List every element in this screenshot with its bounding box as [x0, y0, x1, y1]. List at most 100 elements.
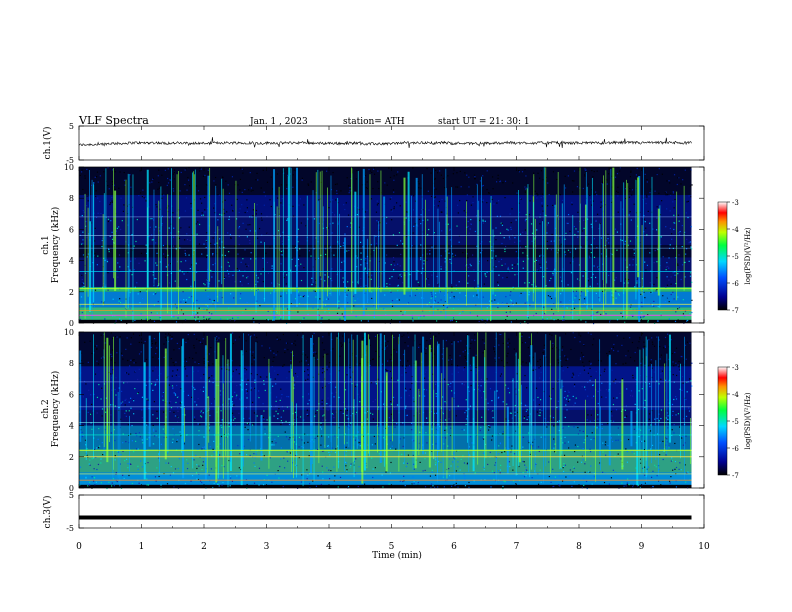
ch1-spectrogram-speckle [440, 174, 442, 176]
ch1-spectrogram-speckle [569, 262, 572, 264]
ch1-spectrogram-speckle [658, 192, 660, 194]
ch2-spectrogram-speckle [590, 465, 592, 467]
ch1-spectrogram-speckle [646, 178, 648, 181]
ch2-spectrogram-speckle [550, 481, 552, 483]
x-tick-label: 7 [514, 542, 520, 552]
ch1-spectrogram-speckle [564, 251, 566, 253]
ch1-spectrogram-speckle [335, 199, 337, 201]
ch1-spectrogram-speckle [596, 283, 599, 285]
ch1-spectrogram-speckle [180, 227, 182, 229]
ch1-spectrogram-speckle [417, 225, 419, 227]
ch1-spectrogram-speckle [504, 248, 506, 250]
ch1-spectrogram-speckle [199, 167, 201, 169]
ch2-spectrogram-speckle [201, 481, 203, 484]
ch1-spectrogram-speckle [324, 304, 327, 306]
ch2-spectrogram-speckle [617, 439, 619, 441]
ch1-spectrogram-speckle [588, 183, 590, 185]
ch1-spectrogram-speckle [690, 169, 692, 171]
ch1-spectrogram-speckle [531, 232, 534, 234]
ch2-spectrogram-speckle [620, 440, 622, 442]
ch2-spectrogram-speckle [84, 439, 87, 441]
ch2-spectrogram-speckle [283, 457, 285, 459]
ch1-spectrogram-speckle [256, 172, 258, 175]
ch1-spectrogram-speckle [573, 225, 575, 228]
ch2-spectrogram-speckle [286, 377, 288, 379]
ch2-spectrogram-speckle [202, 390, 204, 393]
ch2-spectrogram-speckle [170, 407, 173, 409]
ch2-spectrogram-speckle [253, 359, 255, 361]
ch2-spectrogram-speckle [592, 344, 594, 346]
ch1-spectrogram-speckle [152, 271, 155, 273]
ch1-spectrogram-speckle [667, 194, 669, 196]
ch2-spectrogram-speckle [87, 411, 89, 413]
ch1-spectrogram-speckle [239, 208, 241, 210]
ch2-spectrogram-speckle [276, 336, 278, 338]
ch2-spectrogram-speckle [177, 396, 179, 398]
ch2-spectrogram-speckle [231, 412, 234, 414]
ch1-spectrogram-speckle [168, 227, 170, 229]
ch1-spectrogram-speckle [600, 206, 602, 209]
ch1-spectrogram-speckle [234, 320, 236, 322]
ch1-spectrogram-speckle [115, 230, 118, 232]
ch2-spectrogram-speckle [572, 332, 574, 334]
ch2-spectrogram-speckle [111, 389, 113, 391]
ch1-spectrogram-speckle [280, 254, 282, 256]
ch1-spectrogram-speckle [276, 310, 278, 313]
ch1-spectrogram-speckle [596, 194, 598, 196]
ch2-spectrogram-speckle [590, 375, 592, 378]
ch2-spectrogram-speckle [369, 364, 371, 367]
ch1-spectrogram-speckle [608, 167, 610, 169]
ch1-spectrogram-speckle [537, 270, 540, 272]
ch1-spectrogram-speckle [256, 204, 258, 206]
ch2-spectrogram-speckle [298, 456, 300, 459]
ch1-spectrogram-speckle [397, 171, 399, 173]
ch2-spectrogram-speckle [343, 401, 345, 403]
ch2-spectrogram-speckle [442, 411, 444, 413]
ch1-spectrogram-speckle [119, 302, 122, 304]
ch1-spectrogram-speckle [157, 188, 159, 190]
ch1-spectrogram-speckle [539, 223, 541, 225]
ch2-spectrogram-speckle [194, 401, 196, 403]
ch2-spectrogram-speckle [508, 338, 510, 340]
ch1-spectrogram-speckle [205, 318, 208, 320]
ch1-spectrogram-speckle [488, 300, 491, 302]
ch1-spectrogram-speckle [206, 232, 208, 234]
ch1-spectrogram-speckle [543, 255, 545, 257]
ch2-spectrogram-speckle [654, 418, 656, 420]
ch1-spectrogram-speckle [591, 204, 593, 206]
ch2-spectrogram-speckle [373, 435, 375, 438]
ch1-spectrogram-speckle [644, 221, 646, 223]
ch1-spectrogram-speckle [130, 260, 132, 262]
ch2-spectrogram-speckle [564, 436, 566, 439]
ch1-spectrogram-speckle [134, 258, 136, 260]
ch1-spectrogram-speckle [398, 299, 400, 301]
ch1-spectrogram-speckle [173, 227, 175, 229]
ch2-spectrogram-speckle [565, 398, 568, 400]
ch1-spectrogram-speckle [204, 209, 206, 211]
ch2-spectrogram-speckle [141, 439, 143, 441]
ch1-spectrogram-speckle [504, 180, 507, 182]
ch2-spectrogram-speckle [186, 467, 189, 470]
ch2-spectrogram-speckle [371, 444, 374, 446]
ch1-spectrogram-speckle [239, 189, 241, 191]
ch2-spectrogram-speckle [672, 361, 674, 363]
ch2-spectrogram-speckle [587, 395, 589, 397]
ch1-spectrogram-speckle [556, 289, 558, 291]
ch2-spectrogram-speckle [248, 417, 250, 419]
ch1-spectrogram-speckle [435, 169, 437, 172]
ch2-spectrogram-speckle [145, 384, 147, 386]
ch2-spectrogram-speckle [383, 403, 385, 405]
ch1-spectrogram-speckle [515, 302, 517, 304]
ch2-spectrogram-speckle [328, 382, 330, 385]
ch2-spectrogram-speckle [647, 466, 650, 468]
ch1-spectrogram-speckle [93, 306, 96, 308]
ch1-spectrogram-speckle [487, 260, 489, 262]
ch1-spectrogram-speckle [458, 241, 460, 243]
ch1-spectrogram-speckle [644, 297, 646, 299]
ch1-spectrogram-speckle [303, 295, 305, 297]
ch2-spectrogram-speckle [636, 485, 639, 487]
ch2-spectrogram-speckle [372, 413, 374, 415]
ch1-spectrogram-speckle [420, 223, 422, 225]
ch1-spectrogram-speckle [384, 309, 386, 311]
ch2-spectrogram-speckle [93, 468, 95, 470]
